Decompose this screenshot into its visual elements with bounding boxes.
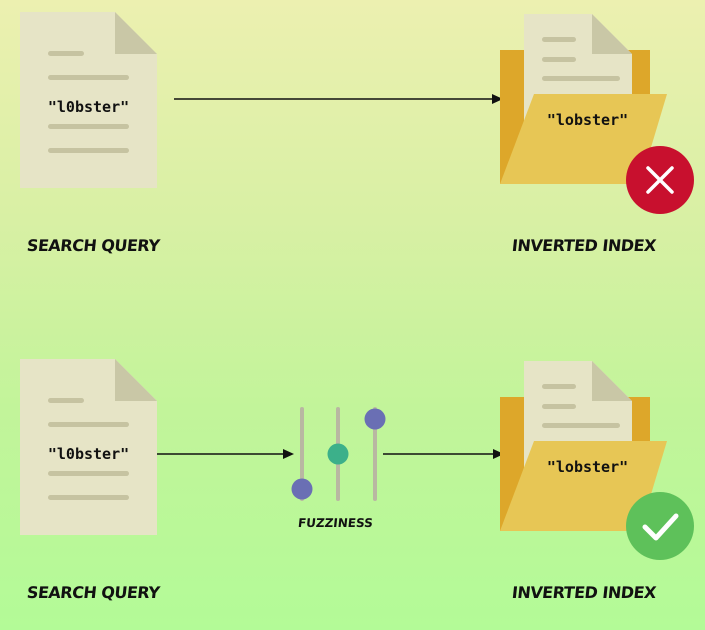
arrow-to-fuzziness <box>157 448 295 460</box>
search-query-label: SEARCH QUERY <box>26 236 161 255</box>
document-icon <box>20 12 157 188</box>
cross-icon <box>626 146 694 214</box>
index-text: "lobster" <box>546 111 629 129</box>
fuzziness-label: FUZZINESS <box>297 516 374 530</box>
check-icon <box>626 492 694 560</box>
arrow-to-index <box>174 93 504 105</box>
query-text: "l0bster" <box>47 98 130 116</box>
document-icon <box>20 359 157 535</box>
fuzziness-sliders-icon <box>288 404 388 504</box>
search-query-document: "l0bster" <box>20 359 157 535</box>
search-query-label: SEARCH QUERY <box>26 583 161 602</box>
inverted-index-label: INVERTED INDEX <box>511 583 657 602</box>
arrow-to-index <box>383 448 505 460</box>
folder-icon <box>500 361 667 531</box>
inverted-index-folder: "lobster" <box>500 361 667 531</box>
folder-icon <box>500 14 667 184</box>
inverted-index-label: INVERTED INDEX <box>511 236 657 255</box>
query-text: "l0bster" <box>47 445 130 463</box>
index-text: "lobster" <box>546 458 629 476</box>
inverted-index-folder: "lobster" <box>500 14 667 184</box>
search-query-document: "l0bster" <box>20 12 157 188</box>
